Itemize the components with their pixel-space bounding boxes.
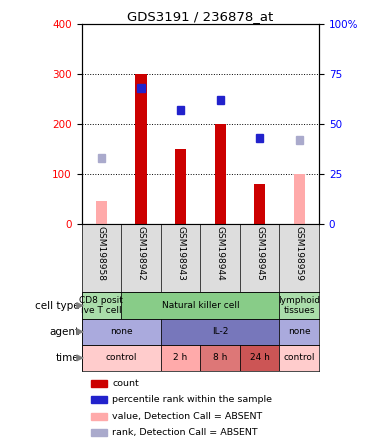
- Text: 2 h: 2 h: [173, 353, 188, 362]
- Bar: [91, 396, 106, 403]
- Bar: [161, 319, 279, 345]
- Bar: [200, 345, 240, 371]
- Bar: [254, 184, 265, 224]
- Bar: [279, 345, 319, 371]
- Bar: [217, 96, 224, 104]
- Bar: [161, 345, 200, 371]
- Bar: [91, 413, 106, 420]
- Bar: [137, 84, 145, 92]
- Bar: [294, 174, 305, 224]
- Text: none: none: [288, 327, 311, 336]
- Text: 8 h: 8 h: [213, 353, 227, 362]
- Bar: [279, 319, 319, 345]
- Bar: [98, 154, 105, 162]
- Bar: [82, 345, 161, 371]
- Text: time: time: [56, 353, 79, 363]
- Text: control: control: [283, 353, 315, 362]
- Bar: [121, 293, 279, 319]
- Text: agent: agent: [49, 327, 79, 337]
- Text: control: control: [105, 353, 137, 362]
- Text: GSM198943: GSM198943: [176, 226, 185, 281]
- Bar: [135, 74, 147, 224]
- Bar: [256, 134, 263, 142]
- Text: rank, Detection Call = ABSENT: rank, Detection Call = ABSENT: [112, 428, 258, 437]
- Text: cell type: cell type: [35, 301, 79, 310]
- Bar: [175, 149, 186, 224]
- Bar: [240, 345, 279, 371]
- Bar: [296, 136, 303, 144]
- Title: GDS3191 / 236878_at: GDS3191 / 236878_at: [127, 10, 273, 23]
- Text: IL-2: IL-2: [212, 327, 228, 336]
- Text: lymphoid
tissues: lymphoid tissues: [278, 296, 320, 315]
- Bar: [91, 429, 106, 436]
- Text: percentile rank within the sample: percentile rank within the sample: [112, 395, 272, 404]
- Text: 24 h: 24 h: [250, 353, 270, 362]
- Text: Natural killer cell: Natural killer cell: [161, 301, 239, 310]
- Text: GSM198945: GSM198945: [255, 226, 264, 281]
- Text: GSM198958: GSM198958: [97, 226, 106, 281]
- Text: GSM198959: GSM198959: [295, 226, 304, 281]
- Bar: [177, 106, 184, 114]
- Text: none: none: [110, 327, 132, 336]
- Text: CD8 posit
ive T cell: CD8 posit ive T cell: [79, 296, 123, 315]
- Bar: [91, 380, 106, 387]
- Text: GSM198942: GSM198942: [137, 226, 145, 281]
- Bar: [279, 293, 319, 319]
- Bar: [82, 319, 161, 345]
- Text: value, Detection Call = ABSENT: value, Detection Call = ABSENT: [112, 412, 263, 421]
- Bar: [96, 202, 107, 224]
- Text: count: count: [112, 379, 139, 388]
- Text: GSM198944: GSM198944: [216, 226, 224, 281]
- Bar: [214, 124, 226, 224]
- Bar: [82, 293, 121, 319]
